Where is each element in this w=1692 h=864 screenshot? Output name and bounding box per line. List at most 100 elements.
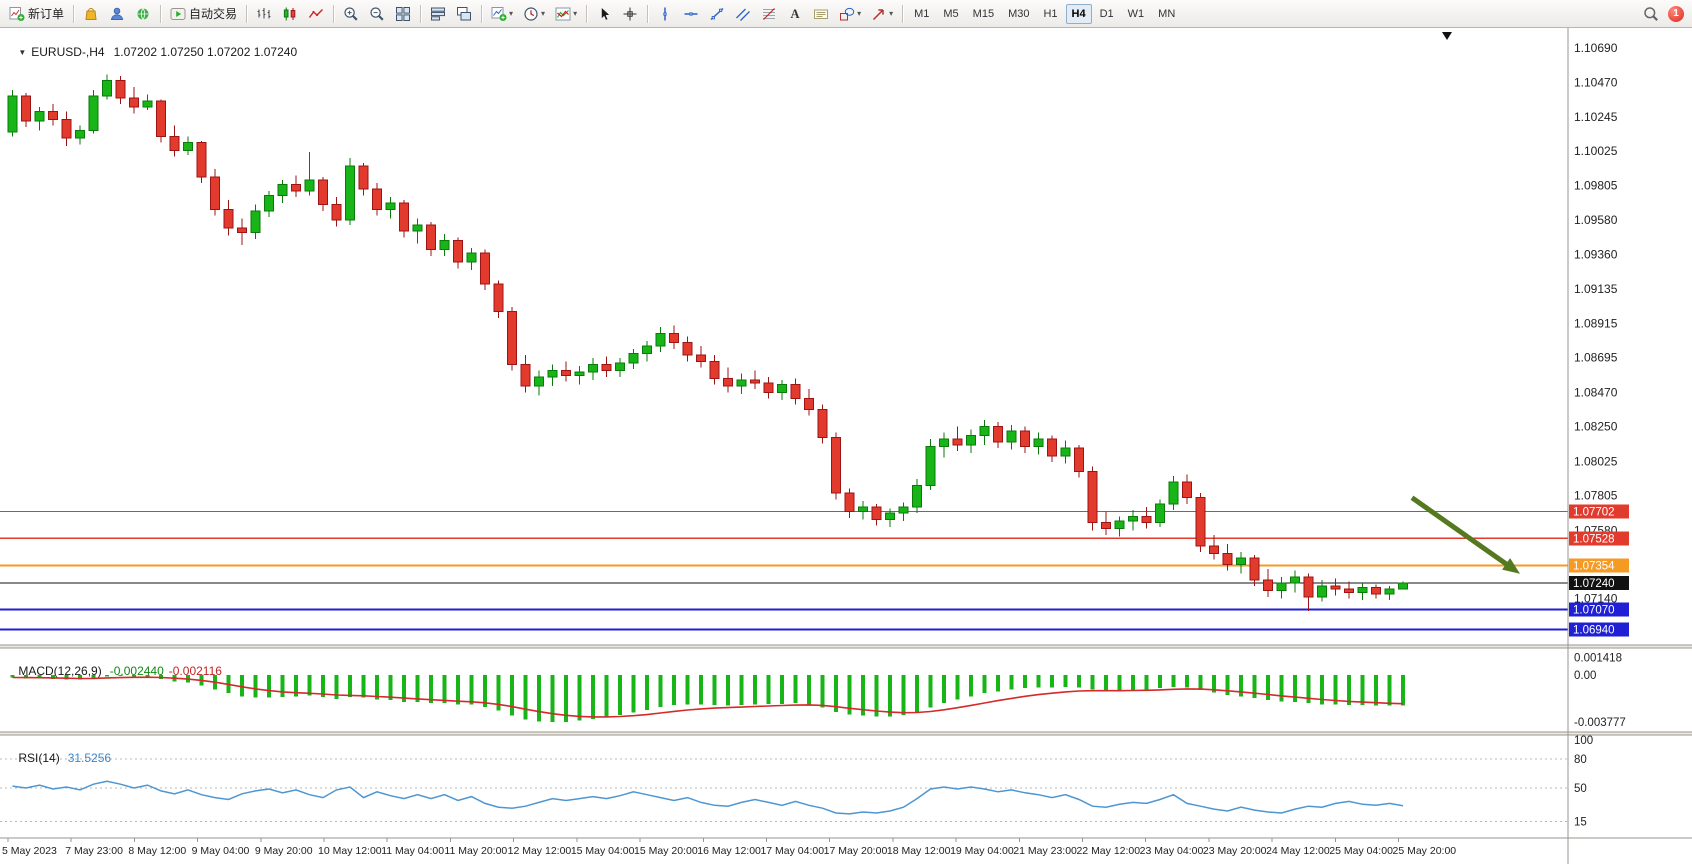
svg-text:1.07702: 1.07702 [1573, 506, 1615, 518]
svg-text:23 May 04:00: 23 May 04:00 [1140, 845, 1204, 857]
timeframe-m15-button[interactable]: M15 [972, 7, 995, 20]
label-button[interactable] [809, 3, 833, 25]
svg-text:100: 100 [1574, 735, 1593, 747]
cursor-button[interactable] [592, 3, 616, 25]
chart-canvas[interactable]: 1.10690 1.10470 1.10245 1.10025 1.09805 1.095… [0, 28, 1692, 864]
notification-badge[interactable]: 1 [1668, 5, 1684, 22]
rsi-scale[interactable]: 100 80 50 15 [1574, 735, 1593, 829]
timeframe-m1-button[interactable]: M1 [914, 7, 930, 20]
svg-text:1.07240: 1.07240 [1573, 578, 1615, 590]
blue-person-icon [109, 6, 125, 22]
crosshair-button[interactable] [618, 3, 642, 25]
panel-splitter-rsi[interactable] [0, 731, 1692, 736]
new-order-icon [9, 6, 25, 22]
text-button[interactable]: A [783, 3, 807, 25]
auto-arrange-button[interactable] [426, 3, 450, 25]
arrange-icon [430, 6, 446, 22]
svg-text:18 May 12:00: 18 May 12:00 [887, 845, 951, 857]
chart-window: 1.10690 1.10470 1.10245 1.10025 1.09805 1.095… [0, 28, 1692, 864]
horizontal-line-button[interactable] [679, 3, 703, 25]
svg-text:0.00: 0.00 [1574, 670, 1596, 682]
candles-icon [282, 6, 298, 22]
community-button[interactable] [131, 3, 155, 25]
arrows-button[interactable]: ▾ [867, 3, 897, 25]
toolbar-separator [420, 4, 422, 23]
market-button[interactable] [79, 3, 103, 25]
cascade-windows-button[interactable] [452, 3, 476, 25]
candles-series [7, 74, 1408, 611]
arrows-tool-icon [871, 6, 887, 22]
svg-text:21 May 23:00: 21 May 23:00 [1013, 845, 1077, 857]
price-scale[interactable]: 1.10690 1.10470 1.10245 1.10025 1.09805 1.095… [1569, 41, 1629, 637]
svg-text:15 May 04:00: 15 May 04:00 [571, 845, 635, 857]
tile-windows-button[interactable] [391, 3, 415, 25]
macd-scale[interactable]: 0.001418 0.00 -0.003777 [1574, 652, 1626, 729]
toolbar-separator [73, 4, 75, 23]
clock-icon [523, 6, 539, 22]
toolbar-separator [586, 4, 588, 23]
svg-text:1.08695: 1.08695 [1574, 350, 1618, 364]
toolbar-separator [902, 4, 904, 23]
svg-text:15: 15 [1574, 817, 1587, 829]
text-icon: A [787, 6, 803, 22]
dropdown-caret-icon[interactable]: ▾ [573, 9, 578, 18]
new-chart-button[interactable]: ▾ [487, 3, 517, 25]
svg-text:A: A [791, 7, 800, 21]
new-order-button[interactable]: 新订单 [5, 3, 68, 25]
cascade-icon [456, 6, 472, 22]
fibo-icon [761, 6, 777, 22]
horizontal-price-lines[interactable] [0, 510, 1568, 631]
shapes-button[interactable]: ▾ [835, 3, 865, 25]
timeframe-m30-button[interactable]: M30 [1008, 7, 1030, 20]
svg-text:1.08250: 1.08250 [1574, 419, 1618, 433]
line-chart-button[interactable] [304, 3, 328, 25]
dropdown-caret-icon[interactable]: ▾ [889, 9, 894, 18]
toolbar-separator [481, 4, 483, 23]
candlestick-chart-button[interactable] [278, 3, 302, 25]
timeframe-m5-button[interactable]: M5 [943, 7, 959, 20]
label-icon [813, 6, 829, 22]
timeframe-h1-button[interactable]: H1 [1043, 7, 1058, 20]
vertical-line-button[interactable] [653, 3, 677, 25]
svg-text:17 May 04:00: 17 May 04:00 [760, 845, 824, 857]
crosshair-icon [622, 6, 638, 22]
dropdown-caret-icon[interactable]: ▾ [857, 9, 862, 18]
svg-text:10 May 12:00: 10 May 12:00 [318, 845, 382, 857]
price-label-box: 1.06940 [1569, 622, 1629, 637]
dropdown-caret-icon[interactable]: ▾ [509, 9, 514, 18]
indicators-button[interactable]: ▾ [551, 3, 581, 25]
svg-text:1.07070: 1.07070 [1573, 604, 1615, 616]
hline-icon [683, 6, 699, 22]
toolbar-buttons: 新订单 自动交易 ▾ ▾ ▾ A ▾ ▾ M1 M5 M15 M30 H1 H4 D1 W1 MN [4, 0, 1182, 27]
svg-text:12 May 12:00: 12 May 12:00 [508, 845, 572, 857]
search-icon[interactable] [1643, 6, 1659, 22]
time-scale[interactable]: 5 May 2023 7 May 23:00 8 May 12:00 9 May 04… [2, 838, 1456, 857]
svg-text:1.07354: 1.07354 [1573, 560, 1615, 572]
svg-text:1.07140: 1.07140 [1574, 591, 1618, 605]
macd-pane [10, 675, 1405, 723]
dropdown-caret-icon[interactable]: ▾ [541, 9, 546, 18]
timeframe-w1-button[interactable]: W1 [1127, 7, 1145, 20]
trendline-button[interactable] [705, 3, 729, 25]
bar-chart-button[interactable] [252, 3, 276, 25]
equidistant-channel-button[interactable] [731, 3, 755, 25]
timeframe-d1-button[interactable]: D1 [1099, 7, 1114, 20]
fibonacci-button[interactable] [757, 3, 781, 25]
algo-trading-button[interactable]: 自动交易 [166, 3, 241, 25]
timeframe-mn-button[interactable]: MN [1158, 7, 1176, 20]
zoom-in-button[interactable] [339, 3, 363, 25]
user-profile-button[interactable] [105, 3, 129, 25]
svg-text:1.10025: 1.10025 [1574, 144, 1618, 158]
price-label-box: 1.07070 [1569, 602, 1629, 617]
price-label-box: 1.07354 [1569, 558, 1629, 573]
zoom-out-button[interactable] [365, 3, 389, 25]
zoom-out-icon [369, 6, 385, 22]
svg-text:24 May 12:00: 24 May 12:00 [1266, 845, 1330, 857]
cursor-icon [596, 6, 612, 22]
periods-button[interactable]: ▾ [519, 3, 549, 25]
timeframe-h4-button[interactable]: H4 [1065, 3, 1092, 24]
chart-shift-marker[interactable] [1442, 32, 1452, 40]
panel-splitter-macd[interactable] [0, 644, 1692, 649]
svg-text:15 May 20:00: 15 May 20:00 [634, 845, 698, 857]
trend-arrow-object[interactable] [1410, 495, 1520, 574]
